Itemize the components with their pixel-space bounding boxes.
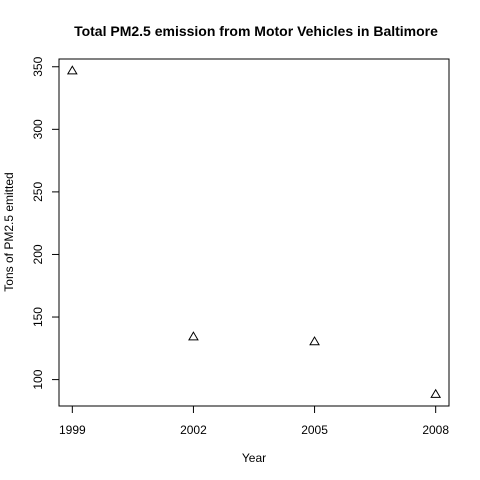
x-axis: 1999 2002 2005 2008 [59,405,449,437]
data-point [309,336,320,346]
x-tick-label: 1999 [59,423,86,437]
y-axis-label: Tons of PM2.5 emitted [2,172,16,291]
y-tick-label: 150 [31,307,45,327]
x-tick-label: 2008 [422,423,449,437]
data-point [430,388,442,398]
data-point [188,331,199,341]
x-tick-label: 2005 [301,423,328,437]
y-tick-label: 200 [31,244,45,264]
y-tick-label: 100 [31,369,45,389]
y-tick-label: 350 [31,56,45,76]
data-points [66,65,442,398]
chart-title: Total PM2.5 emission from Motor Vehicles… [74,23,438,39]
y-tick-label: 300 [31,119,45,139]
data-point [66,65,78,75]
x-axis-label: Year [242,451,266,465]
plot-frame [58,58,450,407]
y-tick-label: 250 [31,182,45,202]
y-axis: 100 150 200 250 300 350 [31,56,60,390]
x-tick-label: 2002 [180,423,207,437]
